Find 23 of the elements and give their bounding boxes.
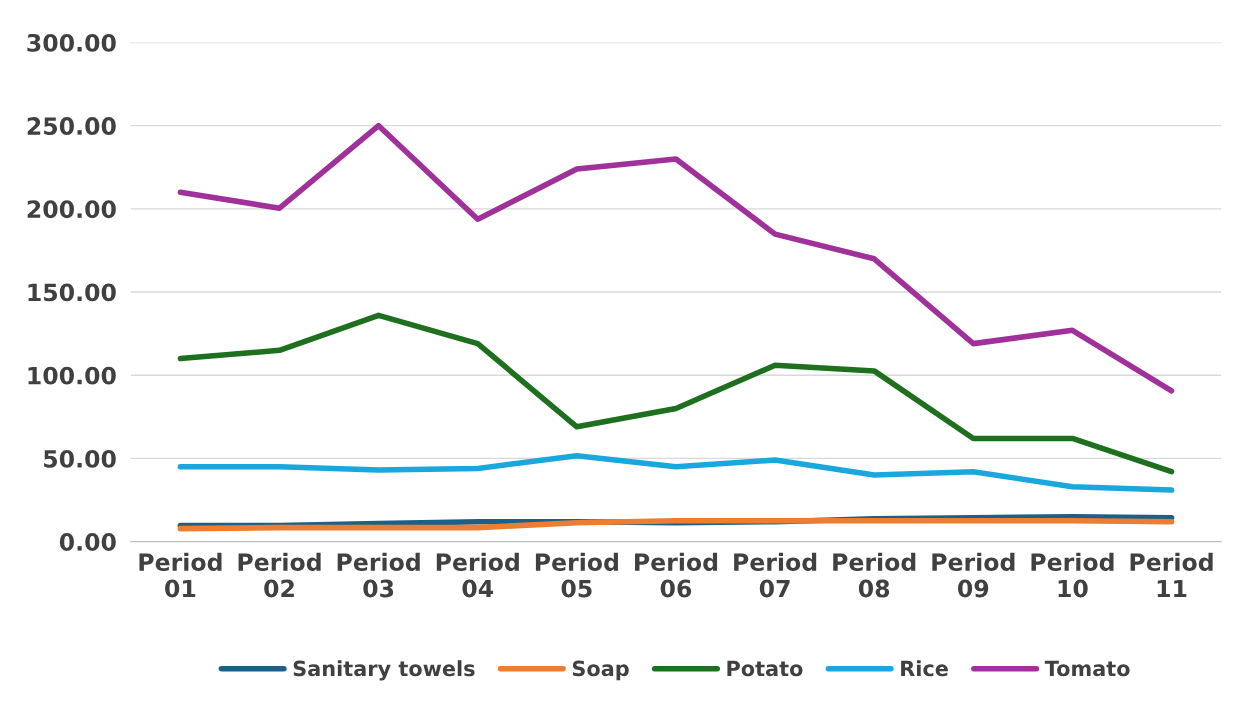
x-tick-label: Period 06 bbox=[635, 552, 718, 598]
y-tick-label: 250.00 bbox=[27, 117, 116, 135]
legend-label: Potato bbox=[727, 660, 803, 677]
legend-label: Sanitary towels bbox=[293, 660, 475, 681]
x-tick-label: Period 01 bbox=[139, 552, 222, 598]
x-tick-label: Period 05 bbox=[535, 552, 618, 598]
x-tick-label: Period 08 bbox=[833, 552, 916, 598]
y-tick-label: 150.00 bbox=[28, 283, 116, 302]
x-tick-label: Period 04 bbox=[436, 552, 519, 598]
x-tick-label: Period 02 bbox=[238, 552, 321, 598]
x-tick-label: Period 11 bbox=[1130, 552, 1213, 598]
y-tick-label: 300.00 bbox=[27, 33, 116, 52]
x-tick-label: Period 10 bbox=[1031, 552, 1114, 598]
y-tick-label: 100.00 bbox=[28, 366, 116, 385]
y-tick-label: 200.00 bbox=[27, 200, 116, 219]
y-tick-label: 50.00 bbox=[44, 449, 116, 468]
legend-label: Soap bbox=[572, 660, 629, 681]
y-tick-label: 0.00 bbox=[59, 533, 116, 551]
x-tick-label: Period 03 bbox=[337, 552, 420, 598]
x-tick-label: Period 09 bbox=[932, 552, 1015, 598]
legend-label: Rice bbox=[901, 660, 948, 677]
legend-label: Tomato bbox=[1044, 660, 1130, 677]
x-tick-label: Period 07 bbox=[734, 552, 817, 598]
